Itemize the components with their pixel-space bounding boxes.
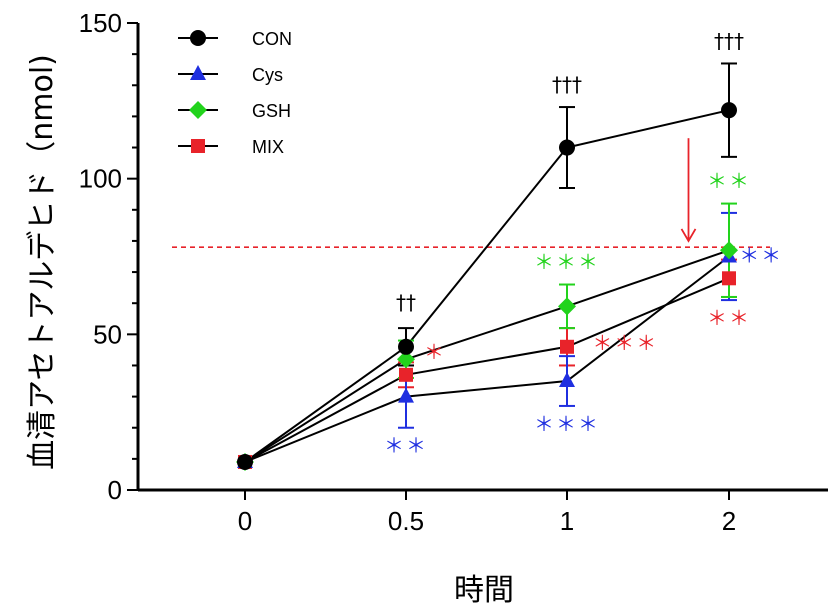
- data-point-cys: [559, 372, 575, 388]
- significance-annotation: ＊＊: [384, 434, 428, 458]
- x-tick-label: 2: [722, 506, 736, 536]
- series-line-gsh: [244, 249, 730, 463]
- arrow-head: [680, 228, 697, 243]
- data-point-mix: [560, 339, 574, 354]
- series-line-mix: [244, 277, 730, 463]
- legend-label-gsh: GSH: [252, 101, 291, 121]
- significance-annotation: †††: [714, 29, 744, 53]
- x-tick-label: 1: [560, 506, 574, 536]
- legend-marker-gsh: [189, 101, 207, 119]
- data-point-con: [721, 102, 737, 119]
- y-tick-label: 150: [79, 8, 122, 38]
- data-point-mix: [722, 271, 736, 286]
- y-tick-label: 50: [93, 319, 122, 349]
- data-point-con: [398, 338, 414, 355]
- y-axis-title: 血清アセトアルデヒド（nmol): [25, 54, 60, 470]
- significance-annotation: ＊＊: [739, 244, 783, 268]
- significance-annotation: ＊＊: [707, 169, 751, 193]
- x-axis-title: 時間: [454, 573, 514, 608]
- legend-label-mix: MIX: [252, 137, 284, 157]
- x-tick-label: 0: [238, 506, 252, 536]
- data-point-con: [237, 453, 253, 470]
- series-line-con: [244, 109, 730, 463]
- legend-marker-con: [190, 30, 206, 46]
- significance-annotation: †††: [552, 72, 582, 96]
- data-point-gsh: [558, 297, 576, 316]
- significance-annotation: ＊＊: [707, 306, 751, 330]
- significance-annotation: ＊＊＊: [592, 331, 658, 355]
- y-tick-label: 0: [108, 475, 122, 505]
- significance-annotation: ＊: [424, 340, 446, 364]
- legend-label-cys: Cys: [252, 65, 283, 85]
- data-point-cys: [398, 387, 414, 403]
- significance-annotation: ＊＊＊: [534, 412, 600, 436]
- legend-marker-mix: [191, 139, 205, 153]
- data-point-gsh: [397, 350, 415, 369]
- series-line-cys: [244, 255, 730, 463]
- data-point-mix: [399, 367, 413, 382]
- data-point-con: [559, 139, 575, 156]
- legend-marker-cys: [190, 65, 206, 80]
- legend-label-con: CON: [252, 29, 292, 49]
- significance-annotation: ††: [396, 290, 416, 314]
- significance-annotation: ＊＊＊: [534, 250, 600, 274]
- data-point-gsh: [720, 241, 738, 260]
- y-tick-label: 100: [79, 164, 122, 194]
- x-tick-label: 0.5: [388, 506, 424, 536]
